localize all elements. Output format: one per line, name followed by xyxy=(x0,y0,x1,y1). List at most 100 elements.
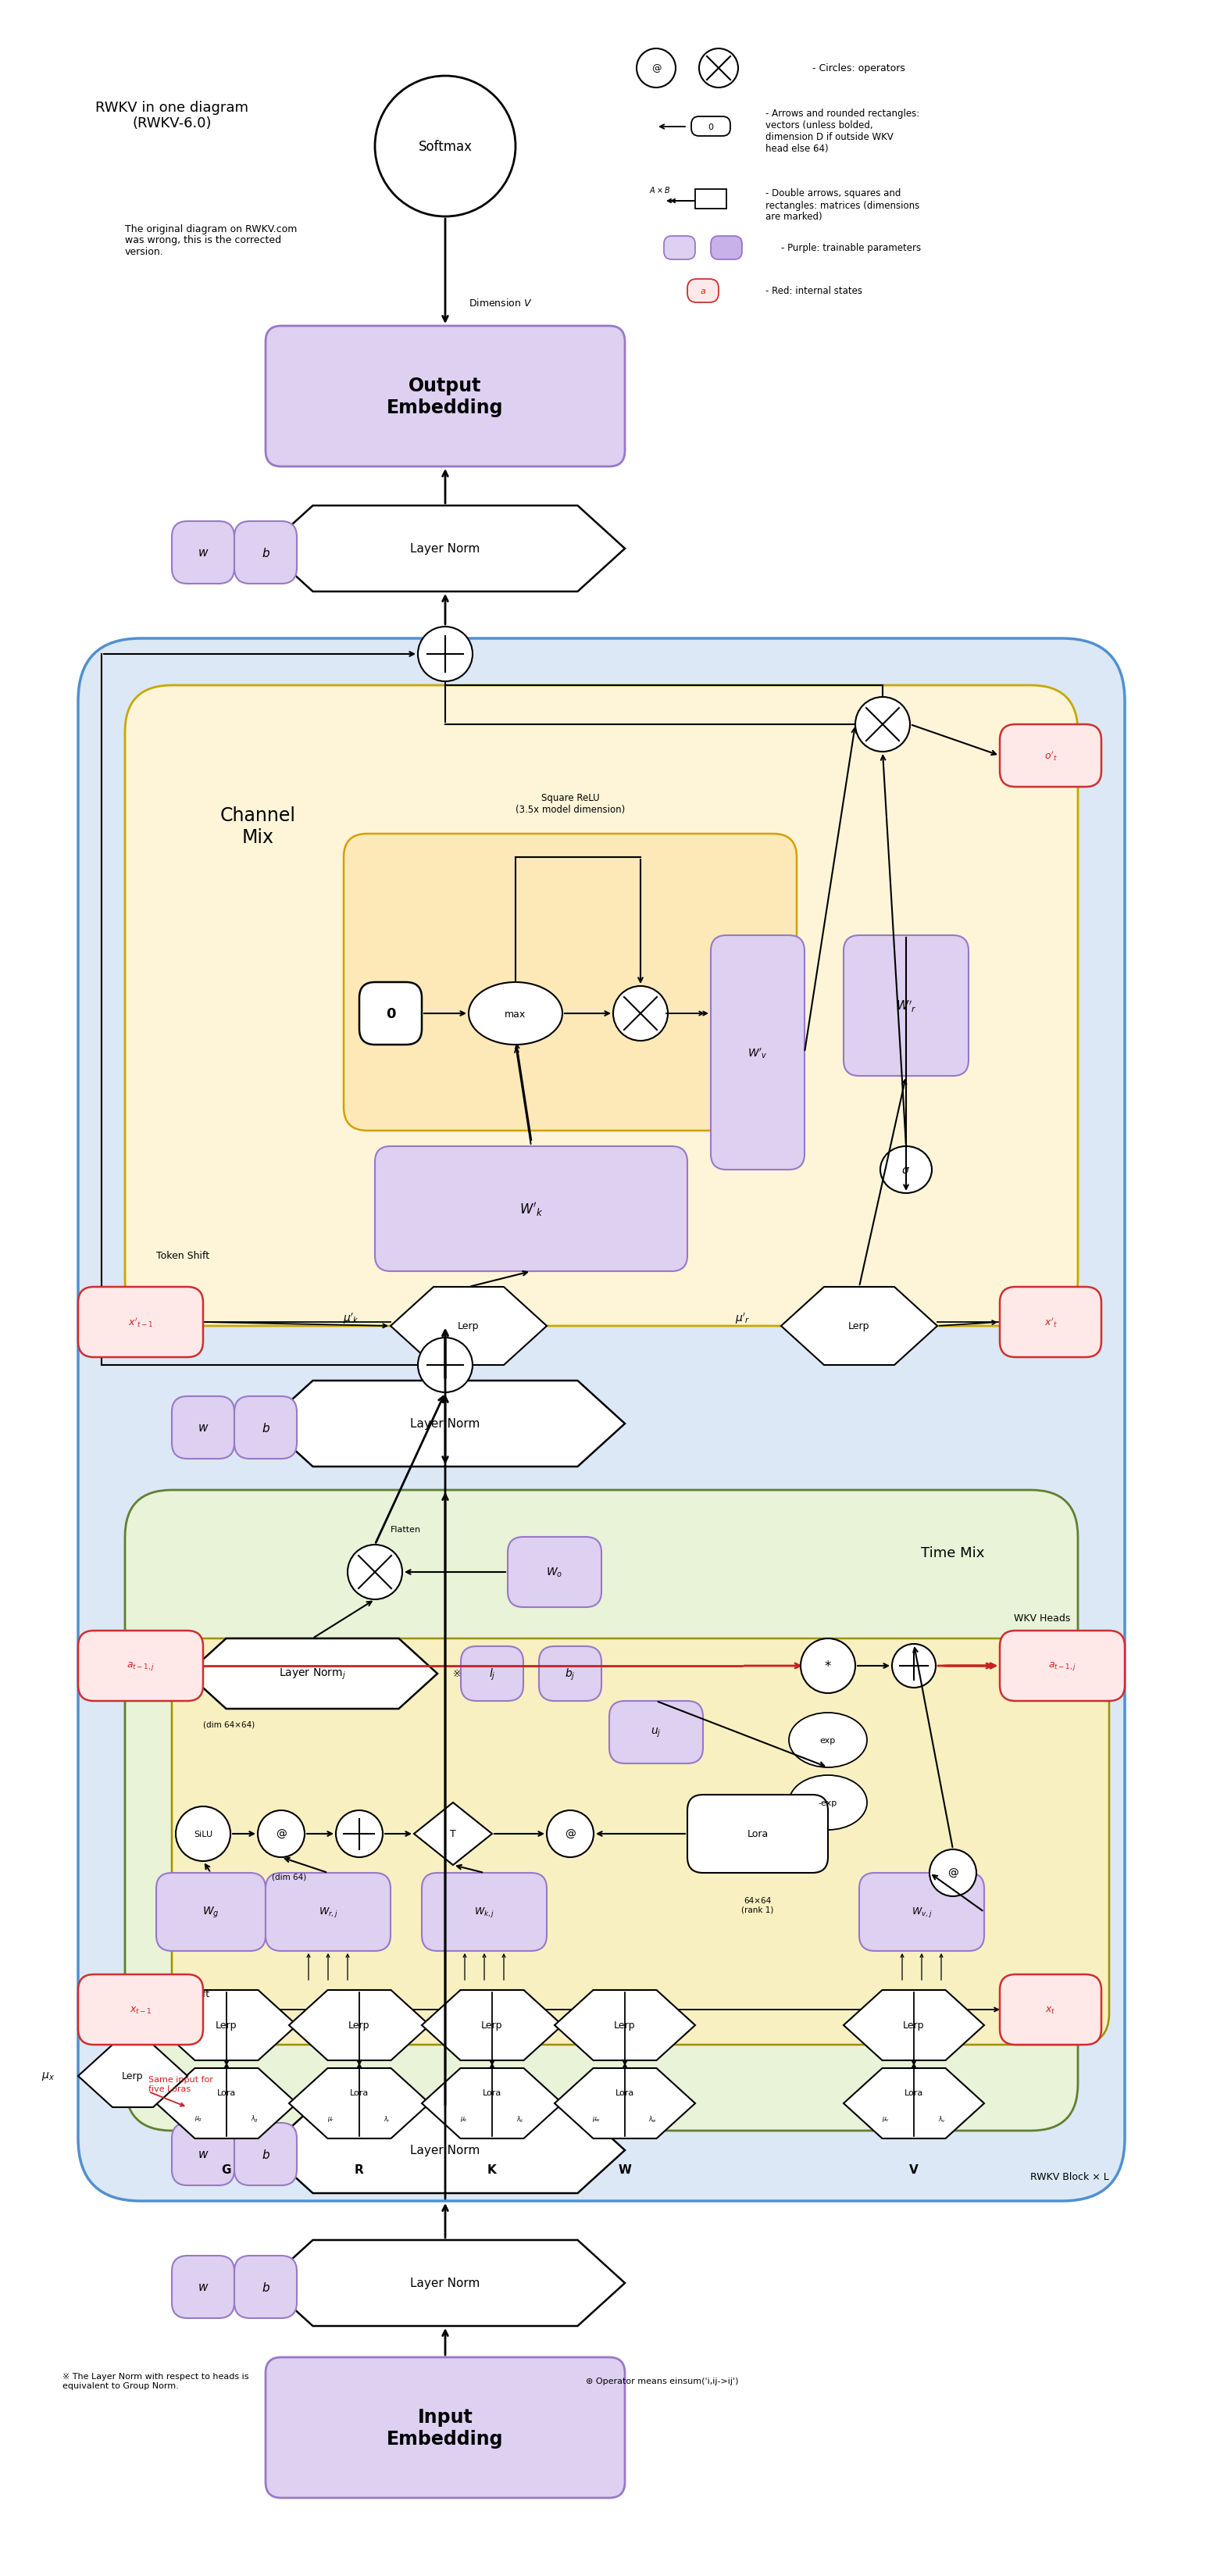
Text: K: K xyxy=(487,2164,497,2177)
Text: - Double arrows, squares and
rectangles: matrices (dimensions
are marked): - Double arrows, squares and rectangles:… xyxy=(766,188,919,222)
Text: $o'_t$: $o'_t$ xyxy=(1044,750,1058,762)
Circle shape xyxy=(892,1643,936,1687)
Circle shape xyxy=(418,626,473,683)
Text: W: W xyxy=(619,2164,632,2177)
Text: $\sigma$: $\sigma$ xyxy=(902,1164,911,1175)
Circle shape xyxy=(176,1806,230,1862)
Text: $\mu_x$: $\mu_x$ xyxy=(41,2071,54,2081)
Text: Layer Norm: Layer Norm xyxy=(410,1417,480,1430)
Text: $W_{v,j}$: $W_{v,j}$ xyxy=(912,1906,932,1919)
Text: $\lambda_g$: $\lambda_g$ xyxy=(251,2115,258,2125)
Text: $A\times B$: $A\times B$ xyxy=(649,185,671,196)
FancyBboxPatch shape xyxy=(710,237,742,260)
Text: Flatten: Flatten xyxy=(391,1525,421,1533)
Circle shape xyxy=(347,1546,403,1600)
Text: $\lambda_v$: $\lambda_v$ xyxy=(938,2115,946,2123)
FancyBboxPatch shape xyxy=(609,1700,703,1765)
Text: ※ The Layer Norm with respect to heads is
equivalent to Group Norm.: ※ The Layer Norm with respect to heads i… xyxy=(63,2372,248,2388)
Polygon shape xyxy=(265,2107,625,2192)
Text: $\mu_w$: $\mu_w$ xyxy=(592,2115,601,2123)
Polygon shape xyxy=(422,1991,562,2061)
FancyBboxPatch shape xyxy=(687,1795,829,1873)
Text: Lerp: Lerp xyxy=(481,2020,503,2030)
Text: @: @ xyxy=(948,1868,959,1878)
Text: G: G xyxy=(222,2164,232,2177)
Text: $\mu'_r$: $\mu'_r$ xyxy=(734,1311,750,1327)
Text: Square ReLU
(3.5x model dimension): Square ReLU (3.5x model dimension) xyxy=(515,793,625,814)
Text: $a_{t-1,j}$: $a_{t-1,j}$ xyxy=(127,1659,154,1672)
Text: $a$: $a$ xyxy=(699,289,707,296)
Text: 64×64
(rank 1): 64×64 (rank 1) xyxy=(742,1896,774,1914)
Text: Lerp: Lerp xyxy=(458,1321,480,1332)
Text: Lora: Lora xyxy=(904,2089,924,2097)
Ellipse shape xyxy=(789,1775,867,1829)
FancyBboxPatch shape xyxy=(78,1288,203,1358)
Text: $W_{k,j}$: $W_{k,j}$ xyxy=(474,1906,494,1919)
Text: max: max xyxy=(505,1010,526,1020)
Text: $b$: $b$ xyxy=(262,1422,270,1435)
Text: j in range(D/64): j in range(D/64) xyxy=(1001,1646,1070,1654)
Polygon shape xyxy=(843,2069,984,2138)
FancyBboxPatch shape xyxy=(508,1538,602,1607)
Text: $\mu_g$: $\mu_g$ xyxy=(194,2115,203,2123)
Polygon shape xyxy=(289,1991,429,2061)
Polygon shape xyxy=(555,2069,695,2138)
Text: $x'_{t-1}$: $x'_{t-1}$ xyxy=(128,1316,153,1329)
FancyBboxPatch shape xyxy=(171,2257,234,2318)
FancyBboxPatch shape xyxy=(665,237,695,260)
FancyBboxPatch shape xyxy=(125,685,1078,1327)
Polygon shape xyxy=(289,2069,429,2138)
FancyBboxPatch shape xyxy=(78,1976,203,2045)
Bar xyxy=(695,191,726,209)
FancyBboxPatch shape xyxy=(265,1873,391,1950)
Text: $\lambda_r$: $\lambda_r$ xyxy=(384,2115,391,2123)
Polygon shape xyxy=(391,1288,546,1365)
Text: @: @ xyxy=(651,64,661,75)
FancyBboxPatch shape xyxy=(1000,1631,1125,1700)
Polygon shape xyxy=(265,505,625,592)
Circle shape xyxy=(855,698,911,752)
Circle shape xyxy=(418,1337,473,1394)
Text: Same input for
five Loras: Same input for five Loras xyxy=(148,2076,213,2092)
Text: *: * xyxy=(825,1659,831,1672)
Text: SiLU: SiLU xyxy=(194,1829,212,1837)
Text: Input
Embedding: Input Embedding xyxy=(387,2409,504,2447)
Text: $\lambda_w$: $\lambda_w$ xyxy=(649,2115,657,2123)
Text: $x'_t$: $x'_t$ xyxy=(1044,1316,1058,1329)
FancyBboxPatch shape xyxy=(344,835,797,1131)
Text: $b_j$: $b_j$ xyxy=(564,1667,575,1682)
Text: Lerp: Lerp xyxy=(849,1321,870,1332)
FancyBboxPatch shape xyxy=(234,523,297,585)
FancyBboxPatch shape xyxy=(375,1146,687,1273)
FancyBboxPatch shape xyxy=(1000,724,1101,788)
Text: $W'_k$: $W'_k$ xyxy=(519,1200,543,1218)
Text: Lora: Lora xyxy=(615,2089,634,2097)
Text: Lora: Lora xyxy=(350,2089,369,2097)
Text: Layer Norm: Layer Norm xyxy=(410,2277,480,2290)
Text: 0: 0 xyxy=(386,1007,396,1020)
Text: Dimension $V$: Dimension $V$ xyxy=(469,299,533,309)
Polygon shape xyxy=(157,1991,297,2061)
FancyBboxPatch shape xyxy=(171,1638,1110,2045)
Text: $\mu_r$: $\mu_r$ xyxy=(328,2115,335,2123)
Circle shape xyxy=(375,77,515,216)
Text: -exp: -exp xyxy=(819,1798,837,1806)
Text: Channel
Mix: Channel Mix xyxy=(219,806,295,848)
Text: ⊛ Operator means einsum('i,ij->ij'): ⊛ Operator means einsum('i,ij->ij') xyxy=(586,2378,738,2385)
Text: Lora: Lora xyxy=(217,2089,236,2097)
Text: $x_t$: $x_t$ xyxy=(1046,2004,1055,2014)
Ellipse shape xyxy=(469,981,562,1046)
Text: exp: exp xyxy=(820,1736,836,1744)
Text: $w$: $w$ xyxy=(198,2282,209,2293)
Ellipse shape xyxy=(880,1146,932,1193)
Text: - Purple: trainable parameters: - Purple: trainable parameters xyxy=(781,242,921,252)
Polygon shape xyxy=(265,2241,625,2326)
Text: Token Shift: Token Shift xyxy=(157,1252,210,1262)
FancyBboxPatch shape xyxy=(859,1873,984,1950)
FancyBboxPatch shape xyxy=(171,1396,234,1458)
Text: $w$: $w$ xyxy=(198,546,209,559)
Text: $\mu_k$: $\mu_k$ xyxy=(459,2115,468,2123)
Text: $b$: $b$ xyxy=(262,2280,270,2293)
Polygon shape xyxy=(265,1381,625,1466)
Text: Layer Norm$_j$: Layer Norm$_j$ xyxy=(279,1667,346,1682)
